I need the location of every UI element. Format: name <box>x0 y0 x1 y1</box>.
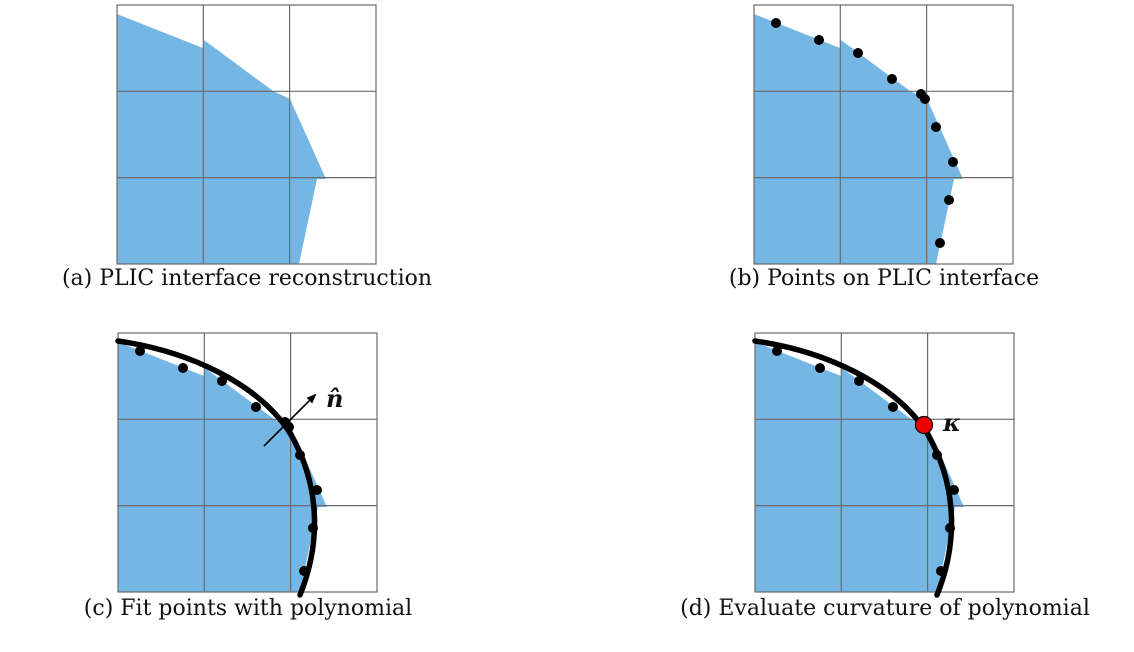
caption-d: (d) Evaluate curvature of polynomial <box>680 596 1090 621</box>
fluid-region <box>754 14 963 264</box>
grid <box>753 4 1014 265</box>
polynomial-curve <box>115 338 318 598</box>
curvature-evaluation-point <box>914 415 934 435</box>
grid <box>754 332 1015 593</box>
interface-points <box>771 18 958 248</box>
plic-points-diagram <box>753 4 1014 265</box>
caption-b: (b) Points on PLIC interface <box>728 266 1040 291</box>
curvature-label: κ <box>943 408 961 437</box>
fluid-region <box>755 342 964 592</box>
caption-c: (c) Fit points with polynomial <box>83 596 413 621</box>
grid <box>116 4 377 265</box>
plic-polygon-diagram <box>116 4 377 265</box>
panel-d-curvature: κ <box>752 332 1015 598</box>
normal-arrow <box>263 393 317 447</box>
caption-a: (a) PLIC interface reconstruction <box>61 266 433 291</box>
fluid-region <box>118 342 327 592</box>
curvature-diagram <box>752 332 1015 598</box>
panel-b-points-on-plic <box>753 4 1014 265</box>
grid <box>117 332 378 593</box>
fluid-region <box>117 14 326 264</box>
normal-vector-label: n̂ <box>326 384 344 413</box>
panel-c-polynomial-fit: n̂ <box>115 332 378 598</box>
polynomial-fit-diagram <box>115 332 378 598</box>
panel-a-plic-reconstruction <box>116 4 377 265</box>
